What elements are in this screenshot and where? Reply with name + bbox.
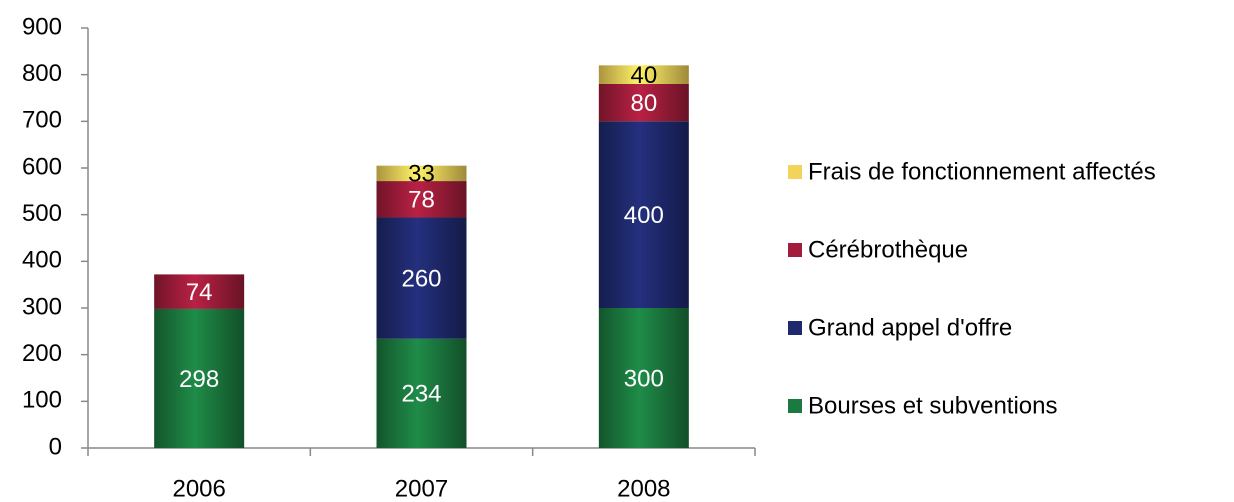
y-tick-label: 900 bbox=[22, 13, 62, 40]
bar-segment bbox=[598, 308, 689, 448]
y-tick-label: 500 bbox=[22, 200, 62, 227]
bar-segment bbox=[598, 84, 689, 122]
legend-swatch bbox=[788, 243, 802, 257]
y-tick-label: 100 bbox=[22, 387, 62, 414]
bar-segment bbox=[598, 121, 689, 308]
bar-segment bbox=[376, 338, 467, 448]
data-label: 234 bbox=[401, 381, 441, 408]
bar-segment bbox=[598, 65, 689, 84]
x-tick-label: 2006 bbox=[172, 475, 225, 502]
data-label: 40 bbox=[630, 62, 657, 89]
data-label: 33 bbox=[408, 161, 435, 188]
data-label: 74 bbox=[186, 279, 213, 306]
x-tick-label: 2008 bbox=[617, 475, 670, 502]
y-tick-label: 700 bbox=[22, 107, 62, 134]
bar-segment bbox=[376, 165, 467, 182]
legend-label: Grand appel d'offre bbox=[808, 314, 1012, 341]
y-tick-label: 0 bbox=[49, 433, 62, 460]
y-tick-label: 600 bbox=[22, 153, 62, 180]
y-tick-label: 200 bbox=[22, 340, 62, 367]
legend-swatch bbox=[788, 321, 802, 335]
bar-segment bbox=[154, 308, 245, 448]
legend-swatch bbox=[788, 165, 802, 179]
y-tick-label: 400 bbox=[22, 247, 62, 274]
bar-segment bbox=[376, 217, 467, 339]
data-label: 298 bbox=[179, 366, 219, 393]
data-label: 300 bbox=[624, 365, 664, 392]
data-label: 260 bbox=[401, 265, 441, 292]
legend-label: Frais de fonctionnement affectés bbox=[808, 158, 1156, 185]
bar-segment bbox=[376, 181, 467, 218]
legend-swatch bbox=[788, 399, 802, 413]
data-label: 80 bbox=[630, 90, 657, 117]
data-label: 400 bbox=[624, 202, 664, 229]
legend-label: Bourses et subventions bbox=[808, 392, 1057, 419]
y-tick-label: 800 bbox=[22, 60, 62, 87]
x-tick-label: 2007 bbox=[395, 475, 448, 502]
bar-segment bbox=[154, 274, 245, 309]
data-label: 78 bbox=[408, 187, 435, 214]
legend-label: Cérébrothèque bbox=[808, 236, 968, 263]
y-tick-label: 300 bbox=[22, 293, 62, 320]
